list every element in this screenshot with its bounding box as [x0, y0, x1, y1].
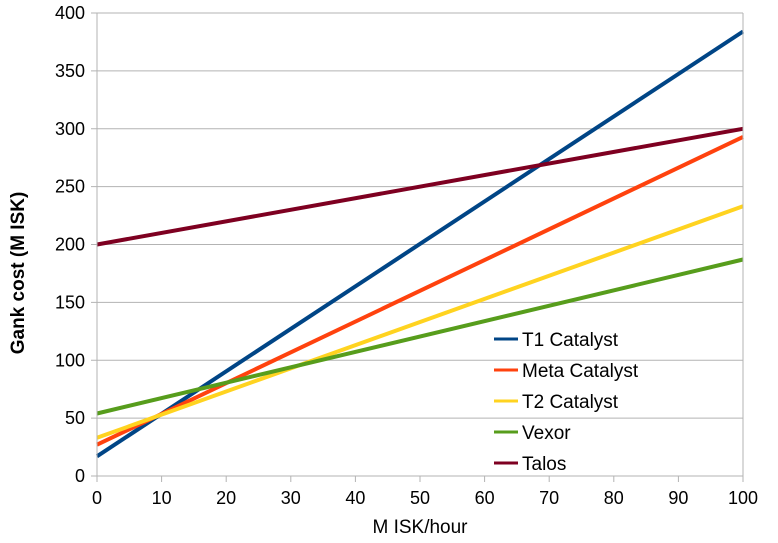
y-tick-label: 200 [55, 235, 85, 255]
series-line-meta-catalyst [96, 135, 744, 447]
y-tick-label: 0 [75, 466, 85, 486]
y-tick-label: 400 [55, 3, 85, 23]
series-line-t2-catalyst [96, 204, 744, 440]
x-tick-label: 30 [281, 488, 301, 508]
legend-label: T1 Catalyst [522, 330, 619, 351]
y-axis-title: Gank cost (M ISK) [8, 192, 29, 355]
y-tick-label: 250 [55, 177, 85, 197]
legend-label: Meta Catalyst [522, 361, 639, 382]
x-tick-label: 20 [216, 488, 236, 508]
series-line-t1-catalyst [95, 29, 745, 458]
x-tick-label: 0 [92, 488, 102, 508]
y-tick-label: 50 [65, 408, 85, 428]
x-tick-labels: 0 10 20 30 40 50 60 70 80 90 100 [92, 488, 758, 508]
x-tick-label: 90 [668, 488, 688, 508]
y-tick-label: 150 [55, 292, 85, 312]
x-tick-label: 100 [728, 488, 758, 508]
x-axis-title: M ISK/hour [372, 517, 468, 538]
y-tick-label: 350 [55, 61, 85, 81]
legend-label: Vexor [522, 423, 571, 444]
series-line-vexor [96, 257, 744, 416]
axes [91, 12, 744, 482]
x-tick-label: 40 [345, 488, 365, 508]
legend: T1 Catalyst Meta Catalyst T2 Catalyst Vexor… [494, 330, 639, 475]
x-tick-label: 60 [475, 488, 495, 508]
legend-label: T2 Catalyst [522, 392, 619, 413]
y-tick-labels: 0 50 100 150 200 250 300 350 400 [55, 3, 85, 486]
series-line-talos [96, 126, 744, 247]
legend-label: Talos [522, 454, 566, 475]
x-tick-label: 50 [410, 488, 430, 508]
y-tick-label: 300 [55, 119, 85, 139]
y-tick-label: 100 [55, 350, 85, 370]
x-tick-label: 10 [152, 488, 172, 508]
series-lines [95, 29, 745, 458]
x-tick-label: 80 [604, 488, 624, 508]
x-tick-label: 70 [539, 488, 559, 508]
